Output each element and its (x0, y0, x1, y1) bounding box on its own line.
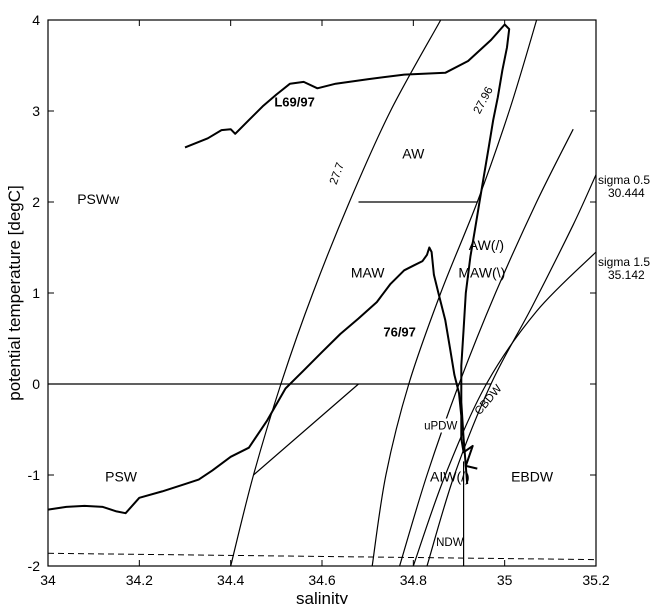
y-tick-label: 0 (32, 376, 40, 392)
annotation-label: AIW(/) (430, 468, 470, 484)
annotation-label: AW(/) (469, 237, 504, 253)
x-tick-label: 34.4 (217, 572, 244, 588)
water-mass-boundaries (48, 201, 491, 566)
side-label-title: sigma 1.5 (598, 255, 650, 269)
x-tick-label: 35 (497, 572, 513, 588)
boundary-line-3 (253, 383, 359, 476)
annotation-label: uPDW (424, 421, 457, 433)
annotation-label: MAW(\) (458, 265, 505, 281)
y-axis-label: potential temperature [degC] (5, 185, 24, 400)
annotation-label: 27.7 (328, 161, 347, 186)
label-background (424, 418, 457, 433)
x-tick-label: 34 (40, 572, 56, 588)
side-label-title: sigma 0.5 (598, 173, 650, 187)
isopycnal-line-3 (399, 128, 574, 567)
isopycnal-line-4 (426, 174, 597, 567)
freezing-line (47, 552, 597, 561)
isopycnal-line-2 (371, 19, 538, 567)
annotation-label: PSWw (77, 191, 120, 207)
x-tick-label: 34.2 (126, 572, 153, 588)
annotation-label: EBDW (511, 468, 554, 484)
annotation-label: 27.96 (472, 85, 496, 116)
annotation-label: 76/97 (383, 325, 416, 340)
x-axis-label: salinity (296, 589, 348, 604)
y-tick-label: 2 (32, 194, 40, 210)
x-tick-label: 34.6 (308, 572, 335, 588)
side-label-value: 35.142 (608, 268, 645, 282)
label-background (437, 534, 463, 549)
x-tick-label: 35.2 (582, 572, 609, 588)
y-tick-label: -1 (28, 467, 41, 483)
freezing-point-dashed-line (47, 552, 597, 561)
side-labels: sigma 0.530.444 sigma 1.535.142 (598, 173, 650, 282)
y-tick-label: 4 (32, 12, 40, 28)
side-label-value: 30.444 (608, 186, 645, 200)
isopycnal-line-1 (230, 19, 442, 567)
y-tick-label: -2 (28, 558, 41, 574)
y-tick-label: 1 (32, 285, 40, 301)
y-tick-label: 3 (32, 103, 40, 119)
profile-line-2 (47, 246, 478, 515)
region-labels: L69/97 76/97 AW PSWw MAW AW(/) MAW(\) PSW AIW(/)… (77, 85, 554, 549)
x-tick-label: 34.8 (400, 572, 427, 588)
annotation-label: AW (402, 145, 425, 161)
annotation-label: MAW (351, 265, 385, 281)
annotation-label: NDW (436, 537, 464, 549)
annotation-label: L69/97 (274, 94, 314, 109)
annotation-label: PSW (105, 468, 138, 484)
